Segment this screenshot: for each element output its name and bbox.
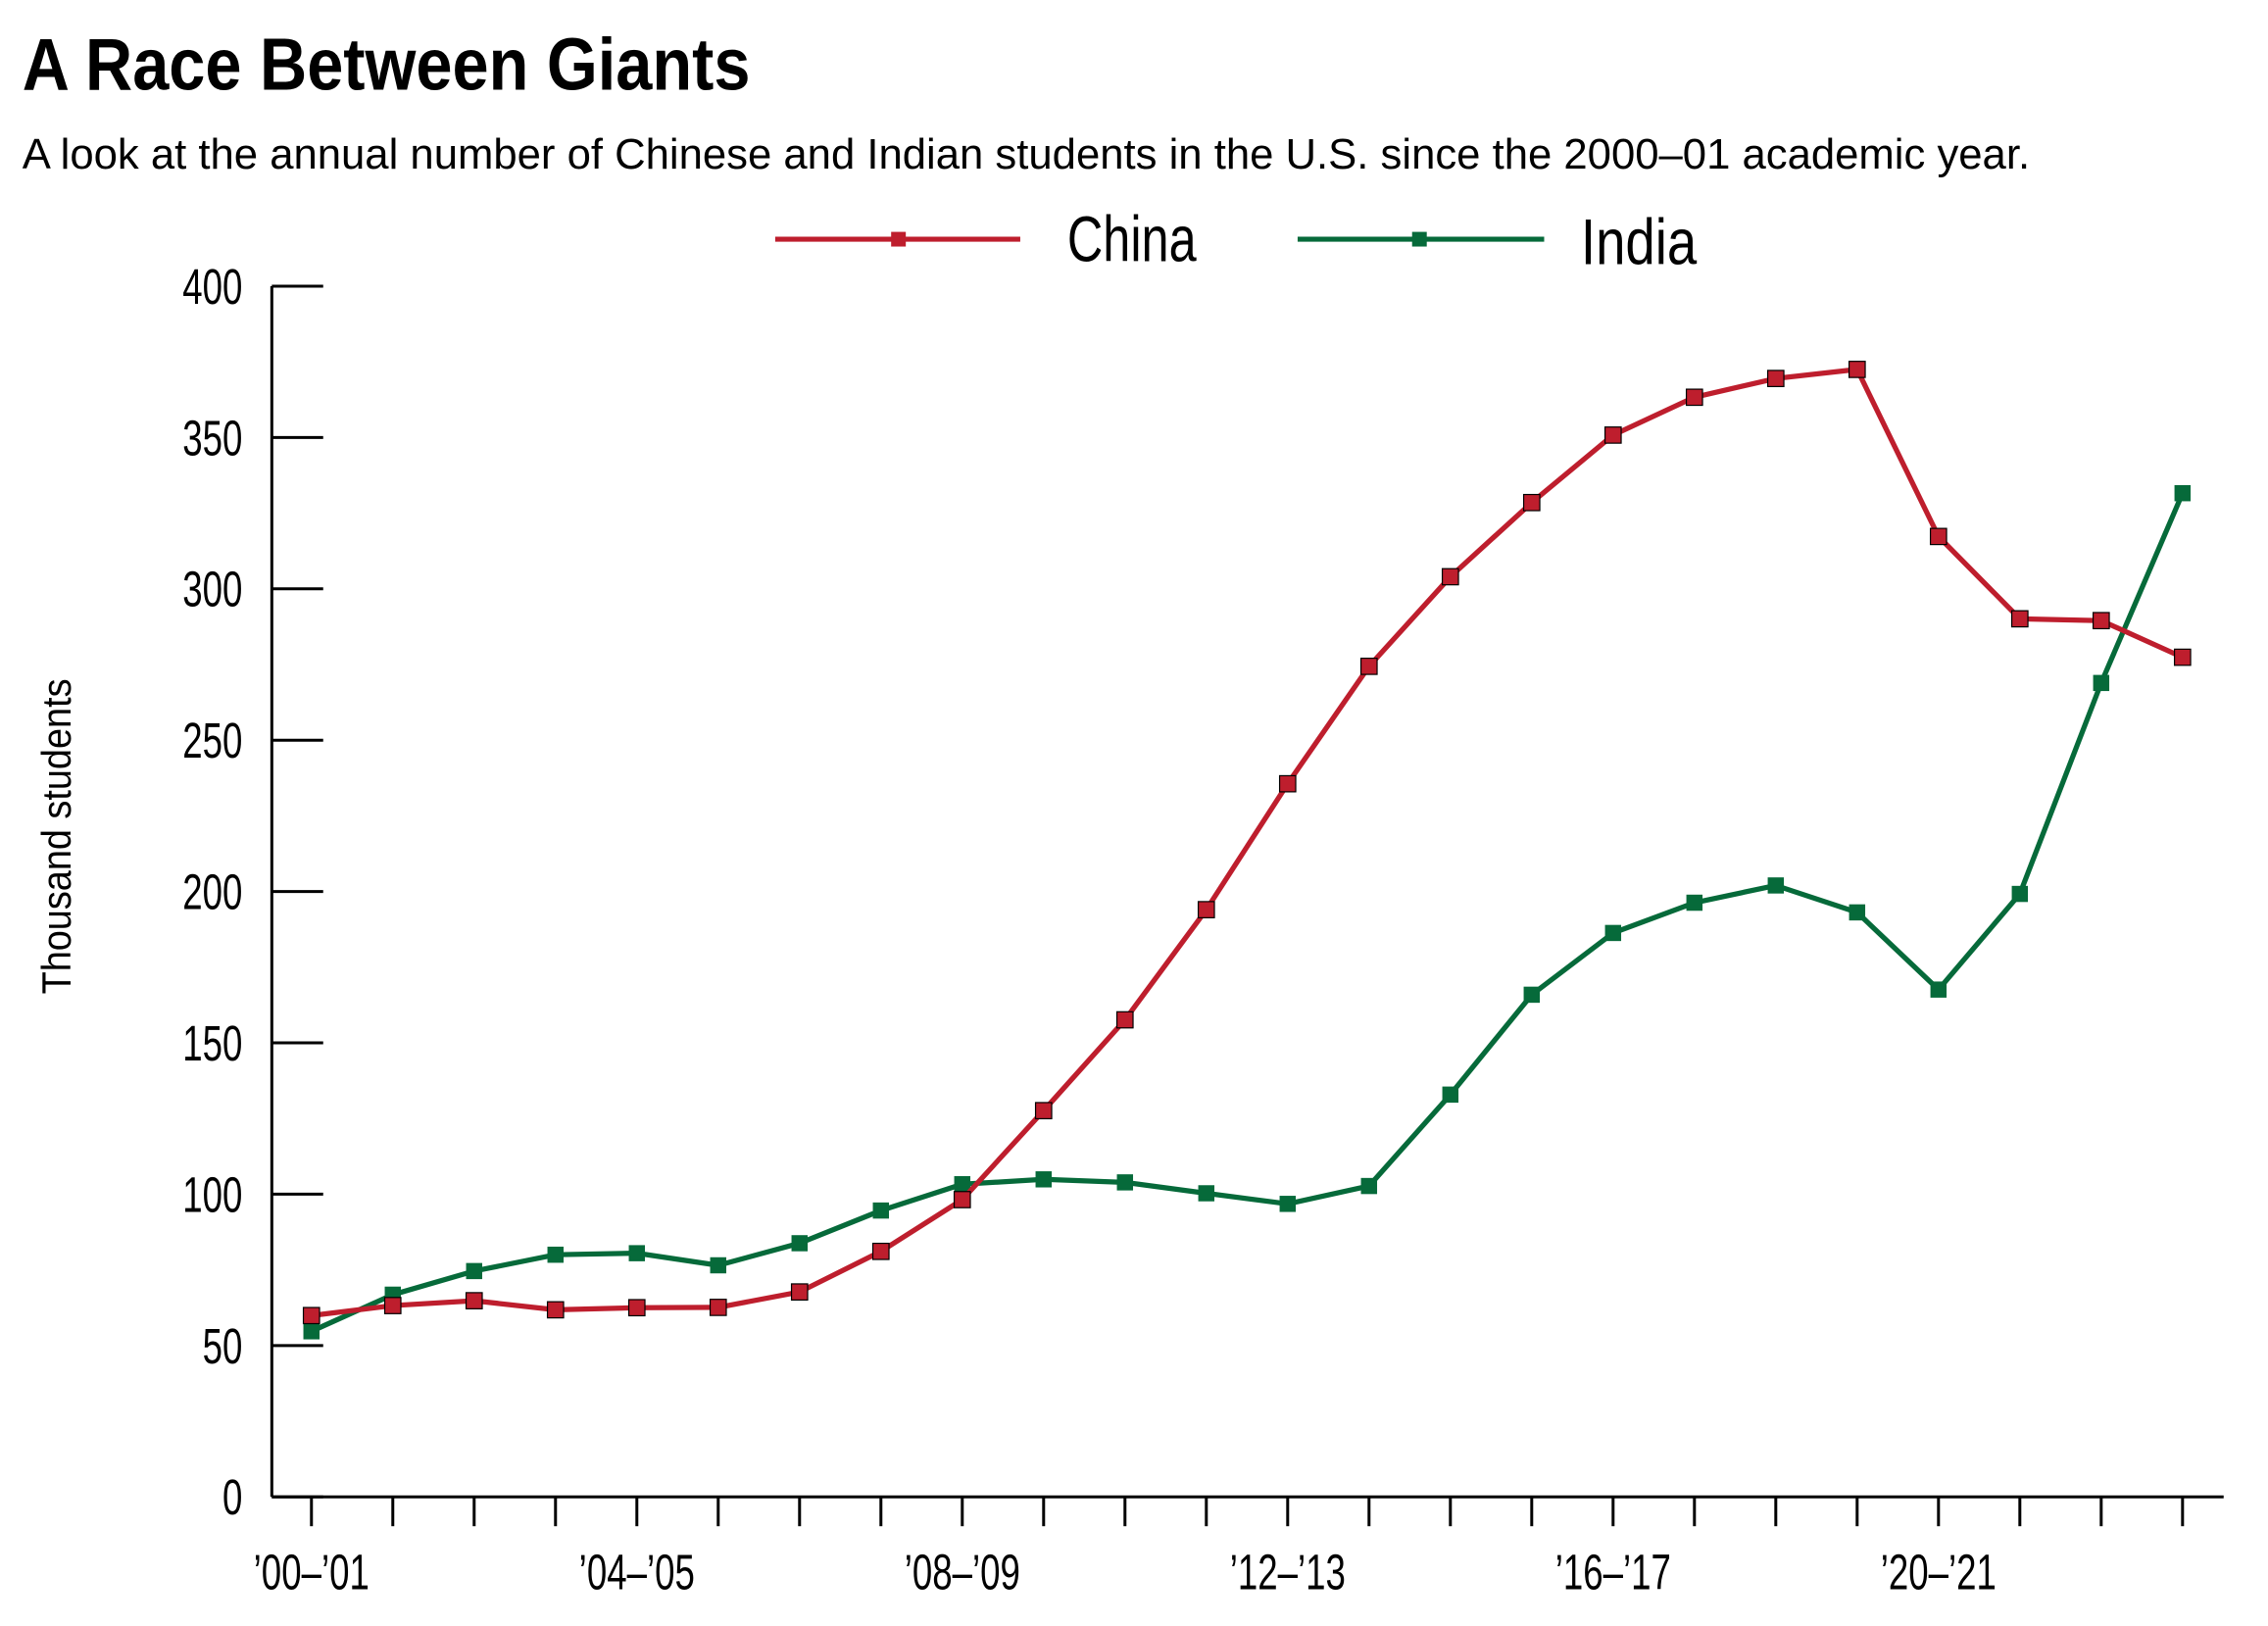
y-tick-label: 150 <box>182 1016 242 1071</box>
india-point <box>1523 986 1541 1004</box>
india-point <box>1360 1177 1378 1195</box>
india-point <box>710 1256 727 1274</box>
x-tick-label: ’08–’09 <box>905 1546 1020 1601</box>
legend-china-label: China <box>1067 203 1197 275</box>
india-point <box>547 1246 565 1263</box>
china-point <box>1603 426 1622 444</box>
china-point <box>1848 361 1866 378</box>
india-point <box>1767 877 1785 894</box>
china-point <box>1685 388 1703 407</box>
india-point <box>303 1323 320 1340</box>
india-point <box>1198 1185 1215 1202</box>
x-tick-label: ’04–’05 <box>579 1546 695 1601</box>
y-tick-label: 50 <box>203 1319 243 1374</box>
china-point <box>546 1301 565 1319</box>
china-point <box>953 1191 971 1208</box>
india-point <box>1035 1171 1053 1188</box>
china-point <box>1359 658 1378 675</box>
series-china <box>302 361 2192 1325</box>
china-point <box>1441 567 1459 586</box>
legend-item-china: China <box>774 203 1197 275</box>
china-point <box>1115 1010 1134 1029</box>
x-tick-label: ’12–’13 <box>1230 1546 1346 1601</box>
y-tick-label: 400 <box>182 260 242 315</box>
china-point <box>2173 648 2192 666</box>
legend-item-india: India <box>1297 206 1698 278</box>
legend-india-marker <box>1411 231 1427 247</box>
y-tick-label: 350 <box>182 412 242 467</box>
india-point <box>1604 924 1622 942</box>
india-point <box>791 1235 809 1252</box>
china-point <box>2092 612 2110 630</box>
y-tick-label: 200 <box>182 865 242 920</box>
legend-china-marker <box>891 231 907 247</box>
legend: China India <box>774 203 1698 278</box>
india-point <box>2174 484 2192 502</box>
india-point <box>1930 981 1948 998</box>
india-point <box>1279 1196 1297 1212</box>
axes: 0 50 100 150 200 250 300 350 400 ’00–’01 ’04–’05 ’0… <box>182 260 2224 1601</box>
y-tick-label: 100 <box>182 1168 242 1223</box>
india-point <box>1442 1086 1459 1104</box>
chart-title: A Race Between Giants <box>23 23 751 105</box>
china-point <box>1197 901 1215 918</box>
y-tick-label: 0 <box>222 1470 242 1525</box>
series-layer <box>302 361 2192 1340</box>
china-point <box>627 1299 646 1317</box>
x-tick-label: ’20–’21 <box>1881 1546 1997 1601</box>
china-point <box>1929 527 1948 546</box>
india-point <box>2093 674 2110 692</box>
china-point <box>871 1242 890 1260</box>
china-point <box>1278 774 1297 793</box>
india-point <box>466 1262 483 1280</box>
china-point <box>709 1299 727 1316</box>
series-india <box>303 484 2192 1340</box>
china-point <box>465 1292 483 1309</box>
india-line <box>310 492 2186 1334</box>
legend-india-label: India <box>1581 206 1698 278</box>
chart-subtitle: A look at the annual number of Chinese a… <box>23 131 2030 178</box>
india-point <box>2011 885 2029 903</box>
india-point <box>628 1245 646 1261</box>
x-tick-label: ’16–’17 <box>1555 1546 1671 1601</box>
y-axis-title: Thousand students <box>33 678 79 994</box>
india-point <box>1849 904 1866 921</box>
china-point <box>2010 610 2029 628</box>
india-point <box>872 1202 890 1219</box>
china-point <box>1766 370 1785 387</box>
china-point <box>302 1306 320 1325</box>
y-tick-label: 250 <box>182 714 242 768</box>
y-tick-label: 300 <box>182 563 242 617</box>
china-line <box>311 367 2184 1318</box>
india-point <box>1686 894 1703 912</box>
china-point <box>383 1297 402 1314</box>
china-point <box>790 1283 809 1302</box>
x-tick-label: ’00–’01 <box>254 1546 370 1601</box>
india-point <box>1116 1174 1134 1191</box>
china-point <box>1034 1102 1053 1120</box>
china-point <box>1522 493 1541 512</box>
india-point <box>954 1175 971 1193</box>
